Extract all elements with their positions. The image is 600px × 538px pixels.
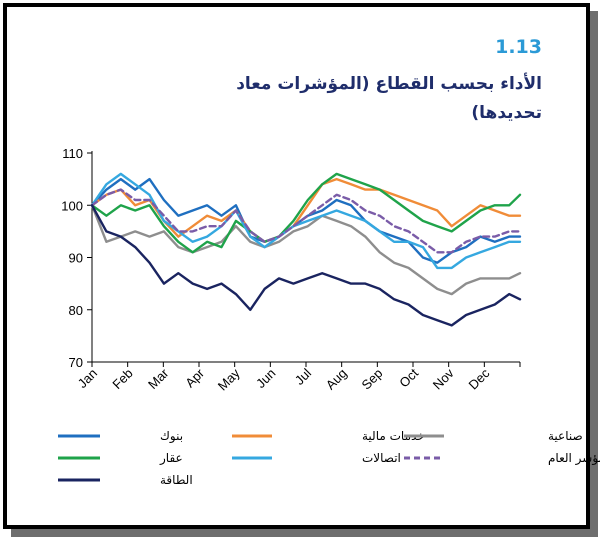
legend-label-4: عقار: [159, 451, 183, 466]
series-line-5: [90, 172, 522, 270]
x-tick-label: Jun: [253, 366, 278, 391]
x-tick-label: Feb: [109, 366, 135, 392]
series-line-3: [90, 204, 522, 296]
chart-series-lines: [90, 172, 522, 327]
legend-label-1: بنوك: [160, 429, 183, 444]
figure-number: 1.13: [495, 36, 542, 58]
legend-label-3: صناعية: [548, 429, 583, 443]
y-tick-label: 110: [62, 146, 83, 161]
chart-legend: بنوك خدمات مالية صناعية عقار اتصالات المؤشر ا…: [58, 429, 600, 487]
x-tick-label: Dec: [465, 365, 492, 392]
x-tick-label: Apr: [182, 365, 207, 390]
figure-frame: [3, 3, 590, 529]
x-tick-label: May: [215, 365, 243, 393]
x-tick-label: Mar: [145, 365, 172, 392]
legend-label-6: المؤشر العام: [548, 451, 600, 466]
x-tick-label: Jul: [292, 365, 314, 387]
x-tick-label: Oct: [396, 365, 421, 390]
figure-title: الأداء بحسب القطاع (المؤشرات معاد تحديده…: [236, 74, 542, 123]
legend-label-2: خدمات مالية: [362, 429, 425, 443]
x-tick-label: Aug: [323, 366, 350, 393]
y-tick-label: 100: [61, 198, 83, 213]
legend-label-7: الطاقة: [160, 473, 193, 487]
series-line-7: [90, 204, 522, 327]
y-tick-label: 90: [69, 251, 83, 266]
x-tick-label: Sep: [358, 366, 385, 393]
y-tick-label: 70: [69, 355, 83, 370]
series-line-4: [90, 172, 522, 254]
x-tick-label: Nov: [430, 365, 457, 392]
series-line-6: [90, 188, 522, 254]
y-tick-label: 80: [69, 303, 83, 318]
legend-label-5: اتصالات: [362, 451, 401, 465]
